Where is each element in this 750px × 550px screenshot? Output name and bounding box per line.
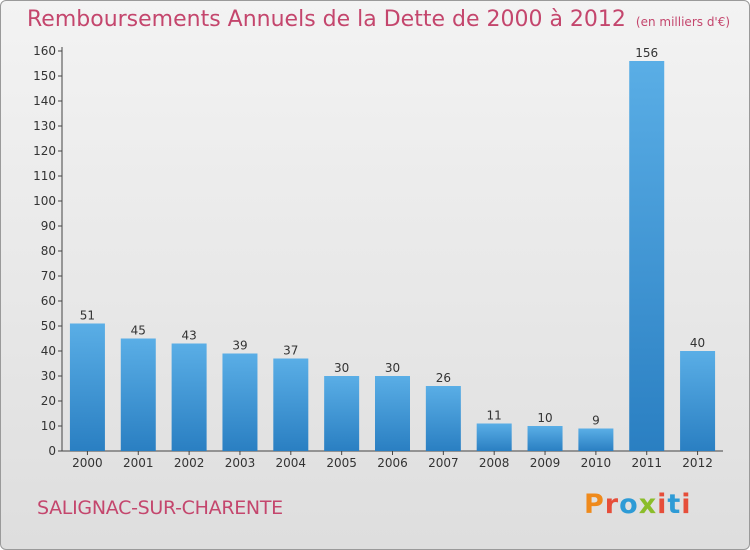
data-label-2011: 156 [635,46,658,60]
data-label-2009: 10 [537,411,552,425]
y-tick-label: 20 [41,394,56,408]
logo-letter: i [657,489,668,520]
axes: 0 10 20 30 40 50 60 70 80 90 100 110 120 130 140 150 160… [33,44,723,470]
logo-letter: o [619,489,639,520]
y-tick-label: 40 [41,344,56,358]
y-tick-label: 30 [41,369,56,383]
bar-2003 [222,353,258,451]
proxiti-logo: Proxiti [584,489,692,520]
bar-2011 [629,61,665,451]
data-label-2002: 43 [181,329,196,343]
bars [69,61,716,451]
bar-2010 [578,428,614,451]
x-tick-label: 2004 [276,456,307,470]
y-tick-label: 140 [33,94,56,108]
y-tick-label: 90 [41,219,56,233]
bar-2004 [273,358,309,451]
bar-2007 [425,386,461,451]
x-tick-label: 2000 [72,456,103,470]
x-tick-label: 2002 [174,456,205,470]
bar-2006 [375,376,410,451]
bar-2005 [324,376,360,451]
data-label-2010: 9 [592,414,600,428]
bar-2012 [680,351,716,451]
data-label-2007: 26 [436,371,451,385]
y-tick-label: 0 [48,444,56,458]
data-labels: 51 45 43 39 37 30 30 26 11 10 9 156 40 [80,46,705,428]
y-tick-label: 110 [33,169,56,183]
x-tick-label: 2006 [377,456,408,470]
chart-title-text: Remboursements Annuels de la Dette de 20… [27,7,626,32]
y-tick-label: 70 [41,269,56,283]
bar-2009 [527,426,563,451]
data-label-2004: 37 [283,344,298,358]
data-label-2000: 51 [80,309,95,323]
logo-letter: P [584,489,605,520]
y-tick-label: 60 [41,294,56,308]
data-label-2005: 30 [334,361,349,375]
x-tick-label: 2001 [123,456,154,470]
commune-name: SALIGNAC-SUR-CHARENTE [37,497,283,519]
bar-2001 [120,338,156,451]
x-tick-label: 2008 [479,456,510,470]
bar-2002 [171,343,207,451]
y-tick-label: 160 [33,44,56,58]
y-tick-label: 100 [33,194,56,208]
x-tick-label: 2011 [631,456,662,470]
x-tick-label: 2003 [225,456,256,470]
logo-letter: t [667,489,682,520]
y-tick-label: 150 [33,69,56,83]
y-tick-label: 120 [33,144,56,158]
bar-2008 [476,423,512,451]
x-tick-label: 2012 [682,456,713,470]
bar-2000 [69,323,105,451]
y-tick-label: 50 [41,319,56,333]
logo-letter: i [681,489,692,520]
x-tick-label: 2007 [428,456,459,470]
data-label-2001: 45 [131,324,146,338]
y-tick-label: 80 [41,244,56,258]
logo-letter: r [604,489,620,520]
data-label-2003: 39 [232,339,247,353]
y-tick-label: 10 [41,419,56,433]
x-tick-label: 2005 [326,456,357,470]
data-label-2008: 11 [487,409,502,423]
chart-title: Remboursements Annuels de la Dette de 20… [27,7,730,32]
data-label-2006: 30 [385,361,400,375]
x-tick-label: 2009 [530,456,561,470]
x-tick-label: 2010 [581,456,612,470]
data-label-2012: 40 [690,336,705,350]
chart-unit: (en milliers d'€) [635,15,731,29]
logo-letter: x [638,489,658,520]
y-tick-label: 130 [33,119,56,133]
